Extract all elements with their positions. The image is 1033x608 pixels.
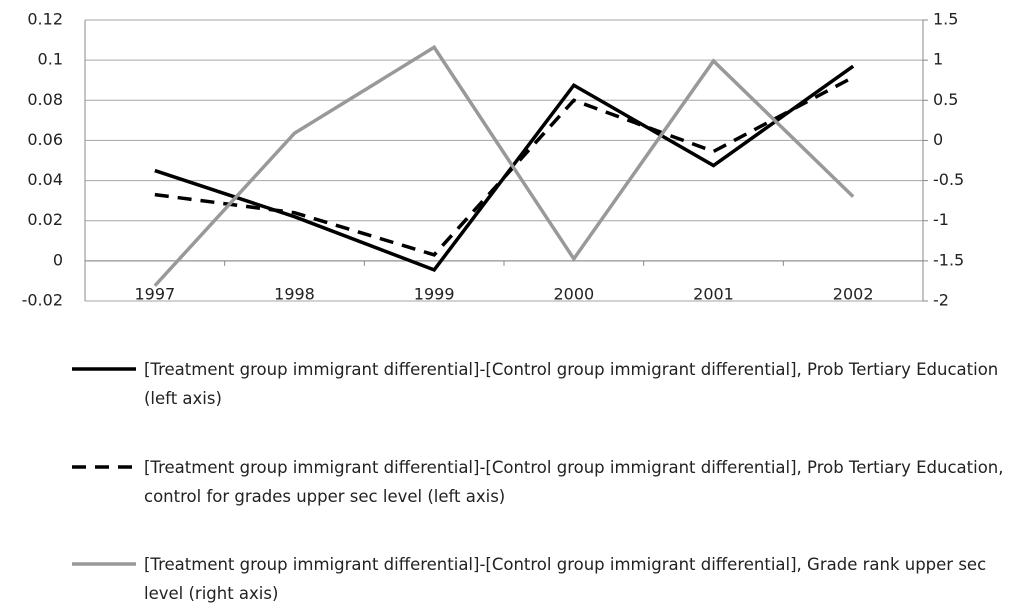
y2-tick-label: 1.5 bbox=[933, 10, 958, 29]
legend-item: [Treatment group immigrant differential]… bbox=[70, 550, 1030, 608]
y-tick-label: 0.02 bbox=[27, 210, 63, 229]
legend-swatch bbox=[72, 465, 136, 469]
legend-swatch bbox=[72, 562, 136, 566]
y2-tick-label: -2 bbox=[933, 291, 949, 310]
y-tick-label: -0.02 bbox=[22, 291, 63, 310]
y-tick-label: 0.12 bbox=[27, 10, 63, 29]
legend-label: [Treatment group immigrant differential]… bbox=[144, 458, 1004, 506]
x-tick-label: 1998 bbox=[274, 285, 315, 304]
legend-swatch bbox=[72, 367, 136, 371]
x-tick-label: 2000 bbox=[553, 285, 594, 304]
x-tick-label: 2001 bbox=[693, 285, 734, 304]
legend-label: [Treatment group immigrant differential]… bbox=[144, 360, 999, 408]
y-tick-label: 0.1 bbox=[38, 50, 63, 69]
x-tick-label: 1999 bbox=[414, 285, 455, 304]
y2-tick-label: -0.5 bbox=[933, 170, 964, 189]
y-tick-label: 0.06 bbox=[27, 130, 63, 149]
y2-tick-label: 0 bbox=[933, 130, 943, 149]
x-tick-label: 2002 bbox=[833, 285, 874, 304]
y-tick-label: 0 bbox=[53, 250, 63, 269]
y-tick-label: 0.08 bbox=[27, 90, 63, 109]
legend-item: [Treatment group immigrant differential]… bbox=[70, 453, 1030, 511]
y2-tick-label: 0.5 bbox=[933, 90, 958, 109]
legend-label: [Treatment group immigrant differential]… bbox=[144, 555, 987, 603]
x-tick-label: 1997 bbox=[134, 285, 175, 304]
legend-item: [Treatment group immigrant differential]… bbox=[70, 355, 1030, 413]
series-line bbox=[153, 44, 855, 287]
y2-tick-label: -1.5 bbox=[933, 250, 964, 269]
y2-tick-label: 1 bbox=[933, 50, 943, 69]
chart: -0.02 0 0.02 0.04 0.06 0.08 0.1 0.12 -2 -1.5 -1 -0.… bbox=[22, 10, 965, 310]
y-tick-label: 0.04 bbox=[27, 170, 63, 189]
series-line bbox=[154, 75, 854, 257]
y2-tick-label: -1 bbox=[933, 210, 949, 229]
